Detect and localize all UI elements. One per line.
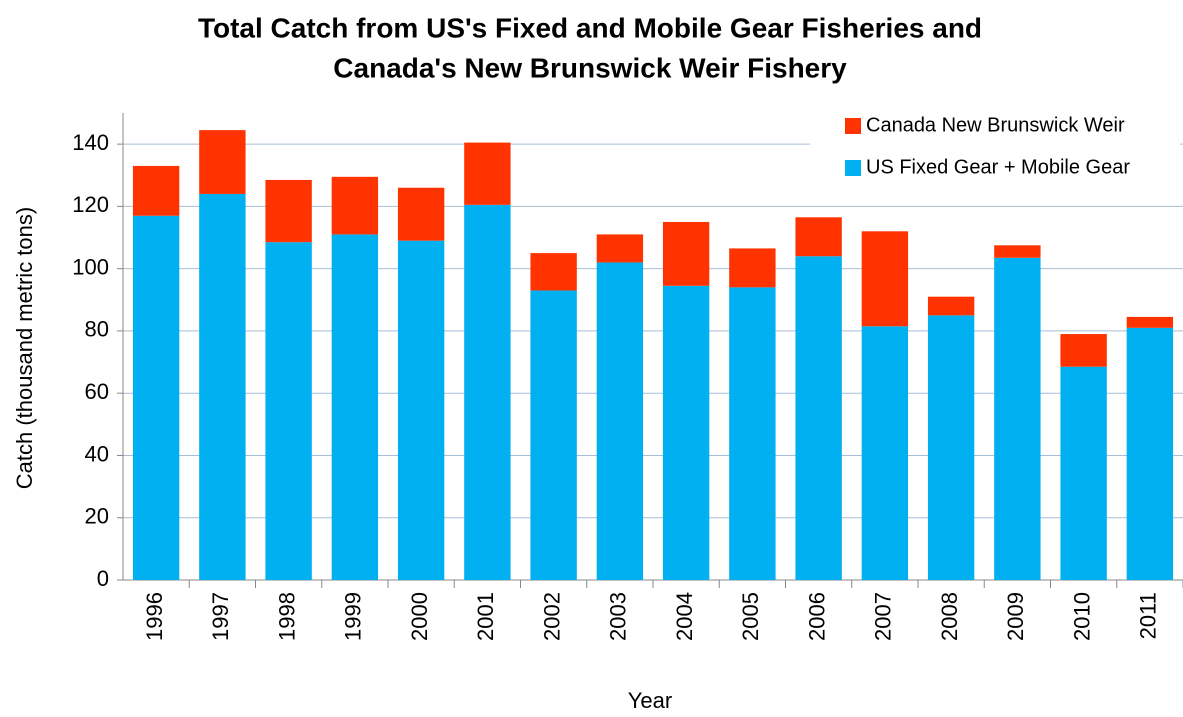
bar-segment (1060, 334, 1107, 367)
x-tick-label: 1997 (208, 592, 233, 641)
bar-segment (729, 287, 776, 580)
bar-segment (132, 215, 180, 581)
legend-label: Canada New Brunswick Weir (866, 114, 1125, 136)
bar-segment (596, 234, 644, 263)
bar-segment (199, 193, 246, 581)
x-tick-label: 1996 (142, 592, 167, 641)
x-tick-label: 2002 (539, 592, 564, 641)
bar-segment (199, 130, 246, 194)
bar-segment (464, 204, 511, 581)
bar-segment (662, 221, 710, 286)
bar-segment (994, 245, 1041, 258)
bar-segment (530, 290, 577, 580)
bar-segment (927, 315, 975, 580)
y-tick-label: 0 (97, 566, 109, 591)
bar-segment (331, 234, 379, 581)
x-axis-title: Year (628, 688, 672, 713)
x-tick-label: 1999 (341, 592, 366, 641)
y-tick-label: 140 (72, 130, 109, 155)
y-tick-label: 20 (85, 504, 109, 529)
x-tick-label: 2001 (473, 592, 498, 641)
chart-title: Canada's New Brunswick Weir Fishery (333, 52, 847, 83)
x-tick-label: 2010 (1069, 592, 1094, 641)
y-tick-label: 120 (72, 192, 109, 217)
bar-segment (795, 217, 842, 257)
bar-segment (1126, 327, 1174, 580)
x-tick-label: 2009 (1003, 592, 1028, 641)
bar-segment (1060, 366, 1107, 580)
bar-segment (795, 256, 842, 580)
bar-segment (861, 231, 909, 327)
legend-label: US Fixed Gear + Mobile Gear (866, 156, 1130, 178)
x-tick-label: 2008 (937, 592, 962, 641)
bar-segment (662, 285, 710, 580)
bar-segment (331, 176, 379, 235)
bar-segment (397, 240, 445, 580)
y-tick-label: 40 (85, 441, 109, 466)
bar-segment (1126, 316, 1174, 328)
y-tick-label: 60 (85, 379, 109, 404)
bar-segment (265, 242, 312, 580)
bar-segment (927, 296, 975, 316)
legend-swatch (845, 160, 861, 176)
x-tick-label: 2000 (407, 592, 432, 641)
x-tick-label: 2005 (738, 592, 763, 641)
y-tick-label: 100 (72, 254, 109, 279)
bar-segment (265, 179, 312, 243)
bar-segment (397, 187, 445, 241)
legend-swatch (845, 118, 861, 134)
chart-title: Total Catch from US's Fixed and Mobile G… (198, 12, 982, 43)
y-axis-title: Catch (thousand metric tons) (12, 207, 37, 489)
x-tick-label: 2007 (871, 592, 896, 641)
bar-segment (132, 165, 180, 216)
x-tick-label: 1998 (274, 592, 299, 641)
x-tick-label: 2004 (672, 592, 697, 641)
bar-segment (464, 142, 511, 205)
bar-segment (596, 262, 644, 580)
x-tick-label: 2003 (606, 592, 631, 641)
bar-segment (994, 257, 1041, 580)
bar-segment (861, 326, 909, 580)
bar-segment (729, 248, 776, 288)
x-tick-label: 2006 (804, 592, 829, 641)
legend-box (810, 110, 1180, 192)
x-tick-label: 2011 (1136, 592, 1161, 639)
y-tick-label: 80 (85, 317, 109, 342)
bar-segment (530, 253, 577, 291)
